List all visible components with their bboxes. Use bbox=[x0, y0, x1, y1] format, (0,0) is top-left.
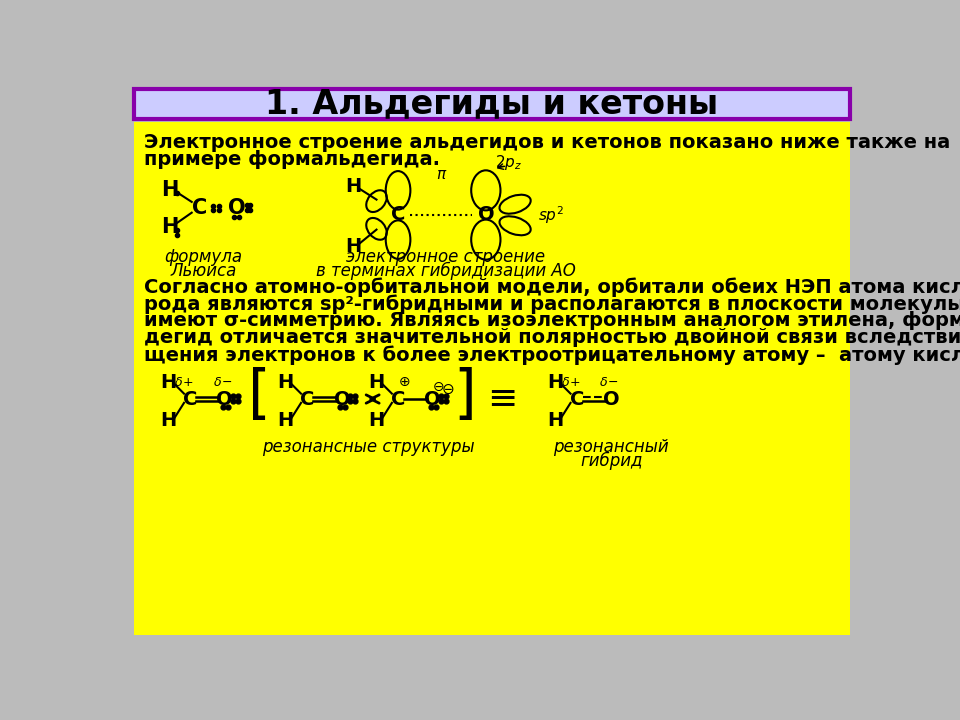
Text: $\delta\!-$: $\delta\!-$ bbox=[599, 376, 618, 389]
Text: H: H bbox=[161, 179, 179, 199]
Text: $\ominus$: $\ominus$ bbox=[442, 382, 455, 397]
Text: O: O bbox=[217, 390, 233, 408]
Text: рода являются sp²-гибридными и располагаются в плоскости молекулы, т. е.: рода являются sp²-гибридными и располага… bbox=[144, 294, 960, 314]
Text: электронное строение: электронное строение bbox=[347, 248, 545, 266]
Text: $\pi$: $\pi$ bbox=[436, 168, 447, 182]
Text: H: H bbox=[547, 411, 564, 430]
Text: H: H bbox=[346, 177, 362, 196]
Text: O: O bbox=[228, 198, 245, 218]
Text: $\ominus$: $\ominus$ bbox=[432, 379, 444, 394]
Text: $2p_z$: $2p_z$ bbox=[495, 153, 522, 172]
Text: C: C bbox=[569, 390, 584, 408]
FancyBboxPatch shape bbox=[134, 122, 850, 634]
Text: H: H bbox=[547, 372, 564, 392]
Text: H: H bbox=[277, 372, 294, 392]
FancyBboxPatch shape bbox=[134, 89, 850, 119]
Text: формула: формула bbox=[164, 248, 242, 266]
Text: резонансный: резонансный bbox=[554, 438, 669, 456]
Text: H: H bbox=[161, 217, 179, 237]
Text: C: C bbox=[391, 390, 405, 408]
Text: Льюиса: Льюиса bbox=[170, 262, 236, 280]
Text: дегид отличается значительной полярностью двойной связи вследствие сме-: дегид отличается значительной полярность… bbox=[144, 328, 960, 347]
Text: H: H bbox=[277, 411, 294, 430]
Text: $\equiv$: $\equiv$ bbox=[480, 380, 516, 415]
Text: H: H bbox=[369, 372, 385, 392]
Text: $sp^2$: $sp^2$ bbox=[539, 204, 564, 226]
Text: Электронное строение альдегидов и кетонов показано ниже также на: Электронное строение альдегидов и кетоно… bbox=[144, 132, 950, 152]
Text: C: C bbox=[192, 198, 207, 218]
Text: C: C bbox=[300, 390, 314, 408]
Text: [: [ bbox=[248, 367, 271, 424]
Text: H: H bbox=[160, 372, 177, 392]
Text: имеют σ-симметрию. Являясь изоэлектронным аналогом этилена, формаль-: имеют σ-симметрию. Являясь изоэлектронны… bbox=[144, 311, 960, 330]
Text: O: O bbox=[477, 205, 494, 225]
Text: ]: ] bbox=[454, 367, 476, 424]
Text: Согласно атомно-орбитальной модели, орбитали обеих НЭП атома кисло-: Согласно атомно-орбитальной модели, орби… bbox=[144, 277, 960, 297]
Text: C: C bbox=[183, 390, 198, 408]
Text: щения электронов к более электроотрицательному атому –  атому кислорода.: щения электронов к более электроотрицате… bbox=[144, 345, 960, 365]
Text: H: H bbox=[346, 237, 362, 256]
Text: O: O bbox=[603, 390, 619, 408]
Text: в терминах гибридизации АО: в терминах гибридизации АО bbox=[316, 262, 576, 280]
Text: H: H bbox=[369, 411, 385, 430]
Text: C: C bbox=[391, 205, 405, 225]
Text: $\oplus$: $\oplus$ bbox=[398, 375, 411, 389]
Text: H: H bbox=[160, 411, 177, 430]
Text: O: O bbox=[424, 390, 441, 408]
Text: $\delta\!+$: $\delta\!+$ bbox=[561, 376, 580, 389]
Text: 1. Альдегиды и кетоны: 1. Альдегиды и кетоны bbox=[265, 88, 719, 121]
Text: гибрид: гибрид bbox=[580, 452, 642, 470]
Text: примере формальдегида.: примере формальдегида. bbox=[144, 150, 440, 168]
Text: резонансные структуры: резонансные структуры bbox=[262, 438, 475, 456]
Text: $\delta\!+$: $\delta\!+$ bbox=[175, 376, 194, 389]
Text: O: O bbox=[333, 390, 350, 408]
Text: $\delta\!-$: $\delta\!-$ bbox=[213, 376, 232, 389]
